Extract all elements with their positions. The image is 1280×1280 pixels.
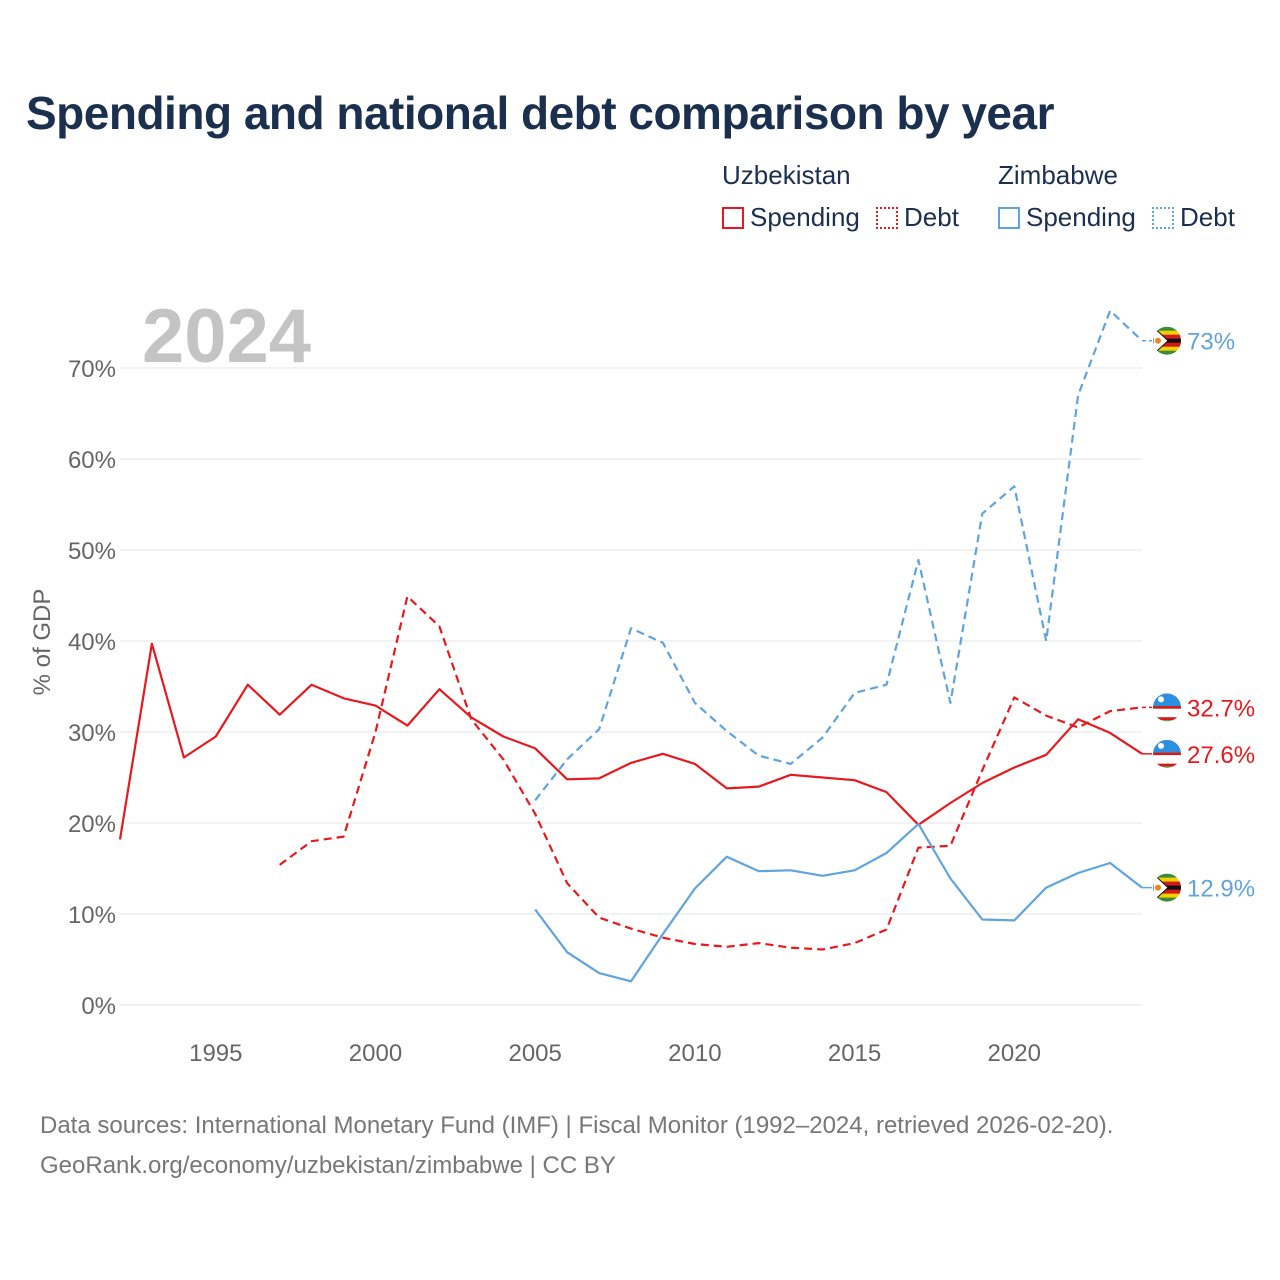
- y-tick-label: 10%: [68, 902, 116, 929]
- y-tick-label: 70%: [68, 356, 116, 383]
- series-line-uzbekistan-spending: [118, 642, 1143, 840]
- legend-uzbekistan-debt[interactable]: Debt: [876, 202, 959, 233]
- flag-stripe-red: [1153, 717, 1181, 721]
- legend-swatch-solid-blue: [998, 206, 1020, 229]
- legend-zimbabwe-spending[interactable]: Spending: [998, 202, 1136, 233]
- flag-star: [1155, 884, 1161, 891]
- flag-stripe: [1153, 873, 1181, 879]
- flag-stripe: [1153, 350, 1181, 355]
- source-line-1: Data sources: International Monetary Fun…: [40, 1112, 1114, 1139]
- y-axis-ticks: 0% 10% 20% 30% 40% 50% 60% 70%: [68, 356, 116, 1020]
- x-tick-label: 2010: [668, 1040, 721, 1067]
- flag-crescent: [1158, 742, 1164, 749]
- chart-title: Spending and national debt comparison by…: [26, 87, 1055, 139]
- x-axis-ticks: 1995 2000 2005 2010 2015 2020: [189, 1040, 1041, 1067]
- legend-label: Debt: [1180, 202, 1235, 232]
- y-axis-label: % of GDP: [29, 589, 56, 696]
- series-line-zimbabwe-spending: [534, 822, 1143, 983]
- x-tick-label: 2005: [508, 1040, 561, 1067]
- flag-stripe: [1153, 346, 1181, 352]
- grid-lines: [120, 367, 1142, 1006]
- legend-group-zimbabwe: Zimbabwe: [998, 160, 1118, 190]
- flag-stripe: [1153, 889, 1181, 895]
- y-tick-label: 30%: [68, 720, 116, 747]
- flag-stripe-green: [1153, 766, 1181, 768]
- legend-label: Spending: [1026, 202, 1136, 232]
- flag-crescent: [1158, 696, 1164, 703]
- x-tick-label: 2020: [988, 1040, 1041, 1067]
- y-tick-label: 0%: [81, 993, 116, 1020]
- flag-stripe-blue: [1153, 693, 1181, 707]
- flag-stripes: [1153, 873, 1181, 902]
- flag-stripe-green: [1153, 720, 1181, 722]
- x-tick-label: 2000: [349, 1040, 402, 1067]
- end-value-label: 73%: [1187, 329, 1235, 356]
- flag-stripe: [1153, 334, 1181, 340]
- series-line-zimbabwe-debt: [534, 309, 1143, 801]
- y-tick-label: 60%: [68, 447, 116, 474]
- flag-stripe-red: [1153, 752, 1181, 756]
- series-lines: [118, 309, 1143, 983]
- legend-group-uzbekistan: Uzbekistan: [722, 160, 851, 190]
- end-labels: 27.6% 32.7% 12.9% 73%: [1142, 326, 1255, 903]
- end-value-label: 32.7%: [1187, 695, 1255, 722]
- flag-stripes: [1153, 739, 1181, 768]
- end-value-label: 27.6%: [1187, 742, 1255, 769]
- y-tick-label: 20%: [68, 811, 116, 838]
- flag-stripe-white: [1153, 708, 1181, 718]
- flag-stripe: [1153, 897, 1181, 902]
- flag-stripes: [1153, 693, 1181, 722]
- uzbekistan-flag-icon: [1153, 739, 1181, 768]
- legend-uzbekistan-spending[interactable]: Spending: [722, 202, 860, 233]
- legend-swatch-dotted-blue: [1152, 206, 1174, 229]
- flag-stripe: [1153, 342, 1181, 348]
- x-tick-label: 2015: [828, 1040, 881, 1067]
- legend-zimbabwe-debt[interactable]: Debt: [1152, 202, 1235, 233]
- y-tick-label: 40%: [68, 629, 116, 656]
- flag-stripe: [1153, 330, 1181, 336]
- series-line-uzbekistan-debt: [279, 595, 1143, 951]
- flag-stripe-blue: [1153, 739, 1181, 753]
- x-tick-label: 1995: [189, 1040, 242, 1067]
- zimbabwe-flag-icon: [1153, 326, 1181, 355]
- flag-stripe: [1153, 881, 1181, 887]
- flag-stripe-white: [1153, 755, 1181, 764]
- legend-label: Spending: [750, 202, 860, 232]
- legend-swatch-solid-red: [722, 206, 744, 229]
- flag-stripe: [1153, 877, 1181, 883]
- source-line-2[interactable]: GeoRank.org/economy/uzbekistan/zimbabwe …: [40, 1152, 616, 1179]
- flag-stripe-red: [1153, 763, 1181, 767]
- end-value-label: 12.9%: [1187, 876, 1255, 903]
- legend-swatch-dotted-red: [876, 206, 898, 229]
- zimbabwe-flag-icon: [1153, 873, 1181, 902]
- flag-stripe-red: [1153, 706, 1181, 709]
- y-tick-label: 50%: [68, 538, 116, 565]
- flag-stripe: [1153, 326, 1181, 332]
- uzbekistan-flag-icon: [1153, 693, 1181, 722]
- source-note: Data sources: International Monetary Fun…: [40, 1106, 1113, 1186]
- flag-stripe: [1153, 893, 1181, 899]
- flag-star: [1155, 337, 1161, 344]
- year-watermark: 2024: [142, 294, 311, 379]
- flag-stripes: [1153, 326, 1181, 355]
- legend-label: Debt: [904, 202, 959, 232]
